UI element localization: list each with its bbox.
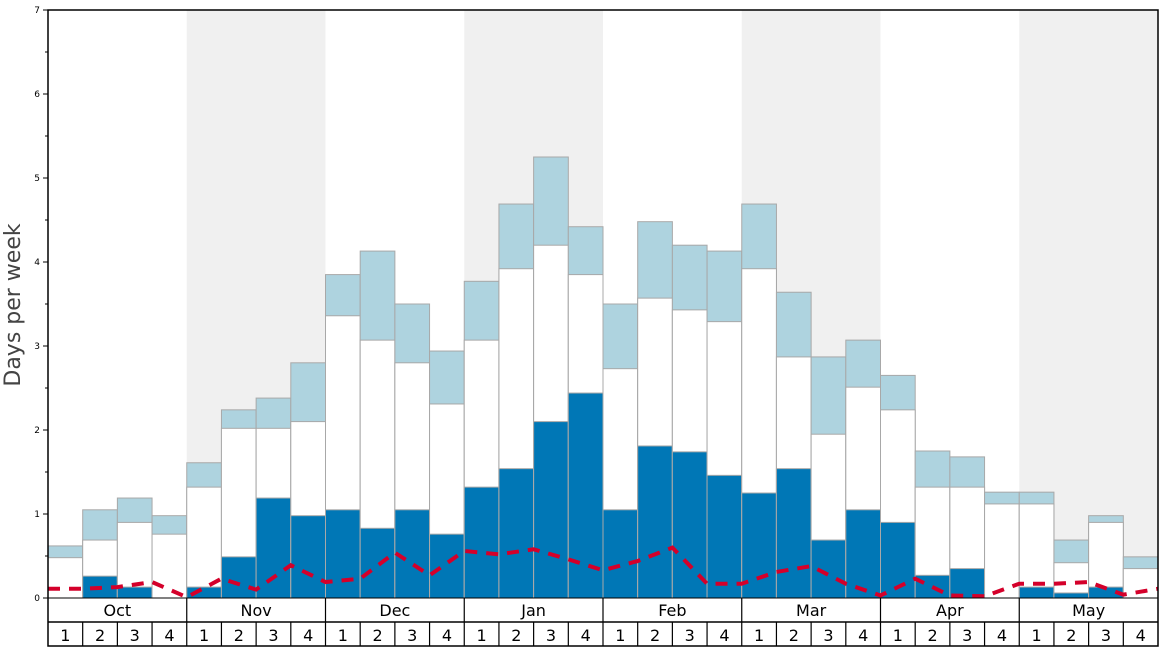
bar-dark [463, 486, 500, 599]
dashed-line-layer [48, 545, 1159, 600]
axes: 0 1 2 3 4 5 6 7 Oct 1 2 3 4 Nov 1 2 3 4 Dec 1 2 3 4 Jan 1 2 3 4 Feb 1… [34, 6, 1159, 647]
bar-dark [602, 509, 639, 599]
bar-dark [810, 539, 847, 599]
week-label: 2 [789, 626, 799, 645]
month-label: Jan [520, 601, 546, 620]
week-label: 4 [581, 626, 591, 645]
week-label: 4 [303, 626, 313, 645]
week-label: 3 [407, 626, 417, 645]
bar-dark [325, 509, 361, 599]
y-tick-label: 3 [34, 342, 40, 352]
week-label: 2 [95, 626, 105, 645]
week-label: 2 [372, 626, 382, 645]
month-label: Nov [241, 601, 272, 620]
week-label: 1 [893, 626, 903, 645]
week-label: 2 [511, 626, 521, 645]
y-tick-label: 0 [34, 594, 40, 604]
week-label: 3 [130, 626, 140, 645]
bar-dark [775, 468, 812, 599]
bar-dark [498, 468, 535, 599]
week-label: 1 [60, 626, 70, 645]
month-label: Dec [379, 601, 410, 620]
week-label: 1 [1032, 626, 1042, 645]
bars [47, 156, 1159, 599]
dashed-line [48, 545, 1159, 600]
week-label: 4 [858, 626, 868, 645]
week-label: 4 [442, 626, 452, 645]
bar-dark [1053, 592, 1090, 599]
y-tick-label: 7 [34, 6, 40, 16]
week-label: 2 [234, 626, 244, 645]
bar-white [151, 533, 188, 599]
week-label: 3 [962, 626, 972, 645]
bar-dark [845, 509, 881, 599]
bar-dark [706, 474, 743, 599]
bar-white [47, 557, 84, 599]
bar-dark [116, 586, 153, 599]
bar-dark [255, 497, 292, 599]
week-label: 3 [685, 626, 695, 645]
month-label: May [1072, 601, 1105, 620]
week-label: 3 [1101, 626, 1111, 645]
week-label: 2 [650, 626, 660, 645]
month-label: Oct [104, 601, 132, 620]
y-axis-label: Days per week [1, 223, 26, 386]
bar-dark [394, 509, 431, 599]
bar-dark [533, 421, 569, 599]
bar-dark [429, 533, 465, 599]
week-label: 1 [338, 626, 348, 645]
week-label: 1 [199, 626, 209, 645]
bar-dark [290, 515, 326, 599]
week-label: 4 [164, 626, 174, 645]
y-tick-label: 4 [34, 258, 40, 268]
week-label: 3 [546, 626, 556, 645]
month-label: Mar [796, 601, 827, 620]
y-tick-label: 2 [34, 426, 40, 436]
bar-dark [1018, 586, 1055, 599]
month-label: Feb [658, 601, 686, 620]
y-tick-label: 6 [34, 90, 40, 100]
bar-dark [949, 568, 986, 599]
week-label: 4 [719, 626, 729, 645]
bar-dark [741, 492, 777, 599]
bar-dark [637, 445, 673, 599]
month-label: Apr [936, 601, 964, 620]
week-label: 1 [477, 626, 487, 645]
week-label: 3 [268, 626, 278, 645]
bar-dark [671, 451, 708, 599]
bar-dark [359, 527, 396, 599]
week-label: 2 [927, 626, 937, 645]
y-tick-label: 5 [34, 174, 40, 184]
y-tick-label: 1 [34, 510, 40, 520]
bar-dark [220, 556, 257, 599]
week-label: 1 [754, 626, 764, 645]
week-label: 4 [997, 626, 1007, 645]
week-label: 1 [615, 626, 625, 645]
week-label: 3 [823, 626, 833, 645]
week-label: 4 [1136, 626, 1146, 645]
week-label: 2 [1066, 626, 1076, 645]
